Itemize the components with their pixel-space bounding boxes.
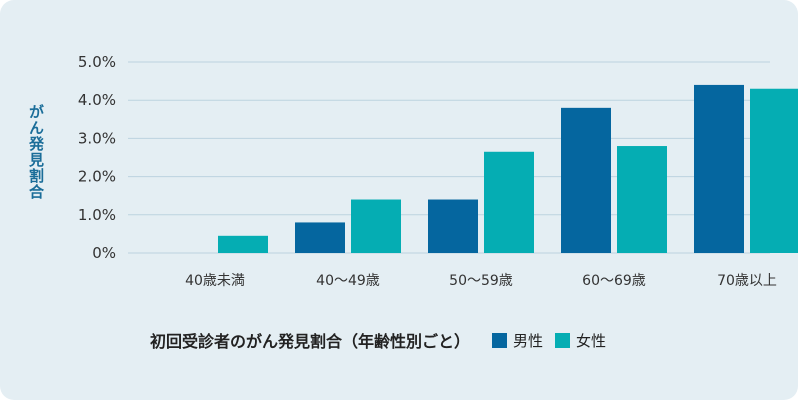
x-tick-label: 50〜59歳 (449, 273, 513, 289)
y-tick-label: 5.0% (78, 53, 116, 71)
legend-item-female: 女性 (555, 330, 606, 351)
x-tick-label: 40〜49歳 (316, 273, 380, 289)
bar (561, 107, 611, 253)
x-tick-label: 70歳以上 (717, 273, 777, 289)
bar (750, 88, 798, 254)
bar (694, 84, 744, 253)
x-tick-label: 60〜69歳 (582, 273, 646, 289)
y-tick-label: 4.0% (78, 91, 116, 109)
y-axis-label: がん発見割合 (27, 104, 45, 200)
bar (295, 222, 345, 253)
y-tick-label: 0% (92, 244, 116, 262)
bar (617, 146, 667, 253)
legend-item-male: 男性 (492, 330, 543, 351)
legend-swatch-female (555, 332, 571, 348)
legend-label-male: 男性 (513, 331, 544, 350)
bar (428, 199, 478, 253)
bar (484, 151, 534, 253)
y-tick-label: 1.0% (78, 206, 116, 224)
y-tick-label: 3.0% (78, 129, 116, 147)
chart-caption: 初回受診者のがん発見割合（年齢性別ごと） 男性 女性 (150, 328, 618, 352)
x-tick-label: 40歳未満 (185, 273, 245, 289)
y-tick-label: 2.0% (78, 168, 116, 186)
chart-title: 初回受診者のがん発見割合（年齢性別ごと） (150, 332, 471, 351)
legend-label-female: 女性 (576, 331, 607, 350)
bar (218, 235, 268, 253)
legend-swatch-male (492, 332, 508, 348)
bar (351, 199, 401, 253)
